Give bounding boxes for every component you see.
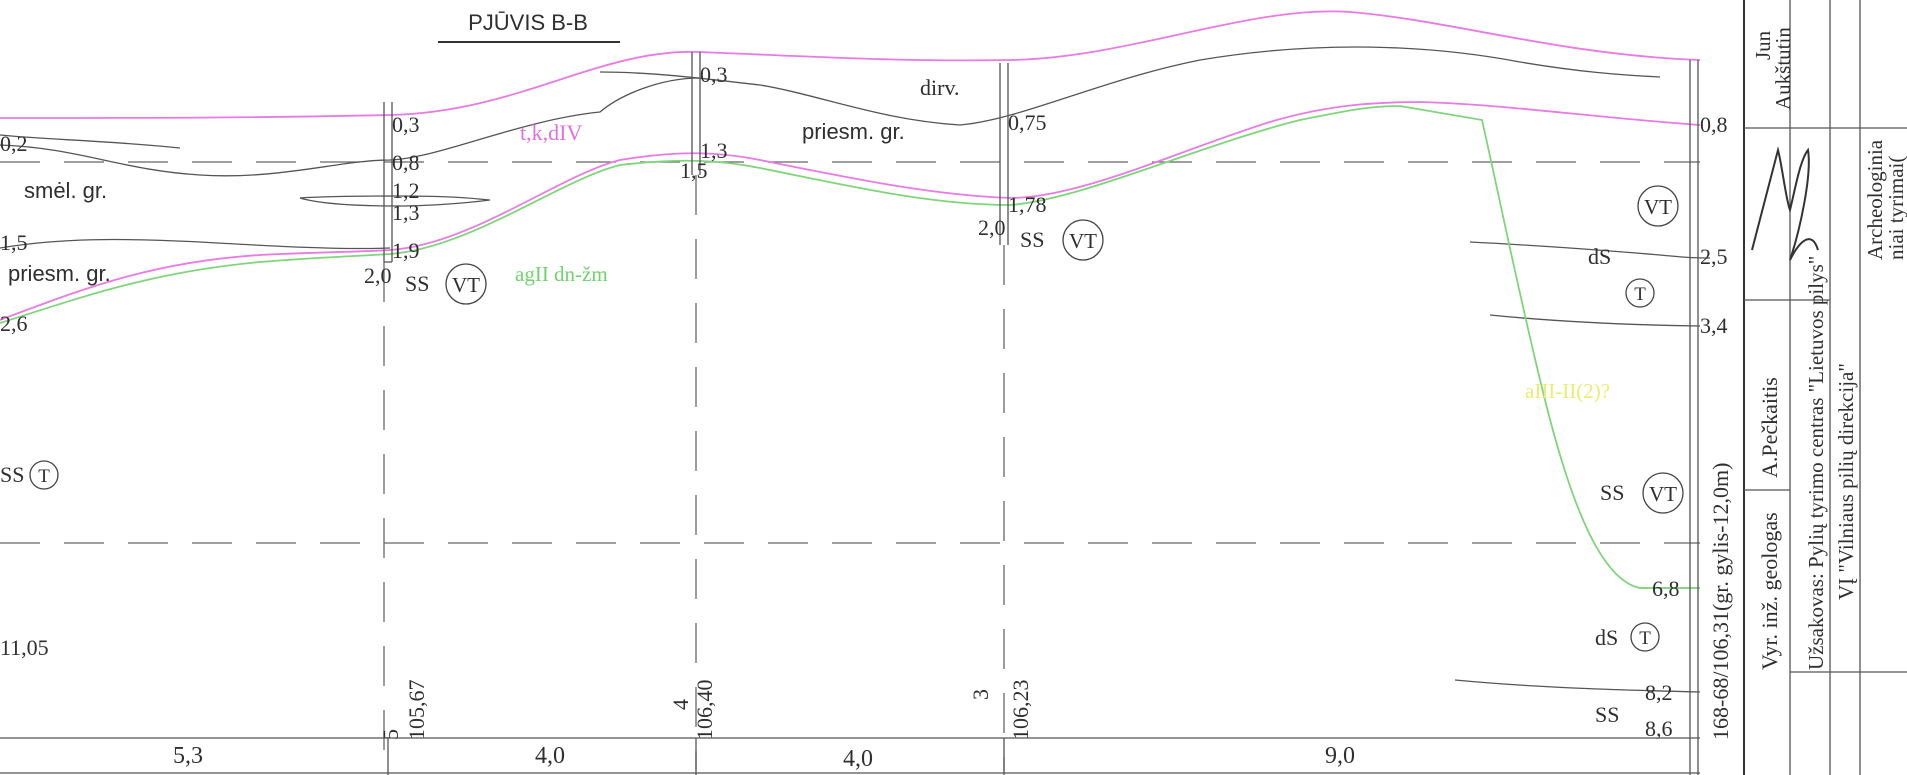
title-block-work-2: niai tyrimai( bbox=[1884, 156, 1907, 260]
layer-boundary-dirv bbox=[599, 46, 1661, 126]
b168-vt2-circle bbox=[1642, 472, 1684, 514]
left-depth-26: 2,6 bbox=[0, 311, 28, 336]
left-ss: SS bbox=[0, 462, 24, 487]
label-alll: aIII-II(2)? bbox=[1525, 379, 1610, 403]
borehole-5: 0,3 0,8 1,2 1,3 1,9 2,0 SS VT 5 105,67 bbox=[364, 102, 487, 770]
layer-boundary-upper bbox=[0, 77, 701, 177]
signature bbox=[1751, 146, 1819, 261]
distance-strip: 5,3 4,0 4,0 9,0 bbox=[0, 737, 1700, 775]
left-depth-15: 1,5 bbox=[0, 230, 28, 255]
b168-t2: T bbox=[1639, 628, 1651, 649]
b4-depth-13: 1,3 bbox=[700, 138, 728, 163]
b3-elevation: 106,23 bbox=[1008, 680, 1033, 741]
section-title: PJŪVIS B-B bbox=[468, 10, 588, 35]
distance-3: 4,0 bbox=[843, 746, 873, 772]
label-priesm-gr-left: priesm. gr. bbox=[8, 261, 111, 286]
title-block-work-1: Archeologinia bbox=[1863, 139, 1887, 260]
b168-ss: SS bbox=[1600, 480, 1624, 505]
b5-depth-19: 1,9 bbox=[392, 238, 420, 263]
b5-vt: VT bbox=[452, 273, 480, 297]
b168-vt1: VT bbox=[1644, 195, 1672, 219]
b4-elevation: 106,40 bbox=[692, 680, 717, 741]
b3-depth-178: 1,78 bbox=[1008, 192, 1047, 217]
b168-ds: dS bbox=[1588, 244, 1611, 269]
distance-2: 4,0 bbox=[535, 743, 565, 769]
b168-depth-86: 8,6 bbox=[1645, 716, 1673, 741]
b3-vt-circle bbox=[1062, 219, 1104, 261]
layer-boundary-02 bbox=[0, 134, 181, 149]
b168-depth-25: 2,5 bbox=[1700, 244, 1728, 269]
title-block-top-1: Jun bbox=[1751, 30, 1775, 60]
title-block-position: Vyr. inž. geologas bbox=[1757, 512, 1782, 670]
layer-boundary-25 bbox=[1469, 241, 1711, 259]
b168-ss2: SS bbox=[1595, 702, 1619, 727]
b168-vt2: VT bbox=[1649, 482, 1677, 506]
left-t-circle bbox=[29, 460, 59, 490]
b168-t2-circle bbox=[1630, 622, 1660, 652]
pink-interface-line bbox=[0, 101, 1701, 321]
title-block-top-2: Aukštutin bbox=[1771, 27, 1795, 110]
b3-depth-20: 2,0 bbox=[978, 215, 1006, 240]
b168-depth-82: 8,2 bbox=[1645, 680, 1673, 705]
b5-number: 5 bbox=[378, 729, 403, 740]
left-depth-1105: 11,05 bbox=[0, 635, 49, 660]
title-block-client-2: VĮ "Vilniaus pilių direkcija" bbox=[1834, 363, 1858, 600]
ground-surface-line bbox=[0, 10, 1701, 119]
distance-1: 5,3 bbox=[173, 743, 203, 769]
label-agll-dn-zm: agII dn-žm bbox=[515, 262, 608, 286]
b4-depth-03: 0,3 bbox=[700, 62, 728, 87]
b5-depth-08: 0,8 bbox=[392, 150, 420, 175]
label-dirv: dirv. bbox=[920, 75, 960, 100]
label-tkdiv: t,k,dIV bbox=[520, 120, 582, 145]
b168-label: 168-68/106,31(gr. gylis-12,0m) bbox=[1708, 463, 1733, 740]
left-depth-02: 0,2 bbox=[0, 131, 28, 156]
grid-dashed-lines bbox=[0, 161, 1700, 544]
b5-elevation: 105,67 bbox=[404, 680, 429, 741]
b5-depth-20: 2,0 bbox=[364, 263, 392, 288]
b4-depth-15: 1,5 bbox=[680, 158, 708, 183]
lens-smel bbox=[299, 195, 491, 207]
borehole-168-68: 0,8 2,5 3,4 6,8 8,2 8,6 VT dS T SS VT dS… bbox=[1588, 60, 1733, 775]
label-priesm-gr-mid: priesm. gr. bbox=[802, 119, 905, 144]
b5-depth-12: 1,2 bbox=[392, 178, 420, 203]
b168-depth-34: 3,4 bbox=[1700, 313, 1728, 338]
b168-ds2: dS bbox=[1595, 625, 1618, 650]
borehole-4: 0,3 1,3 1,5 4 106,40 bbox=[668, 52, 728, 770]
b3-number: 3 bbox=[968, 689, 993, 700]
distance-4: 9,0 bbox=[1325, 743, 1355, 769]
b5-ss: SS bbox=[405, 271, 429, 296]
b5-depth-03: 0,3 bbox=[392, 112, 420, 137]
b3-vt: VT bbox=[1069, 229, 1097, 253]
b5-depth-13: 1,3 bbox=[392, 200, 420, 225]
b168-depth-08: 0,8 bbox=[1700, 112, 1728, 137]
b3-ss: SS bbox=[1020, 227, 1044, 252]
title-block: Vyr. inž. geologas A.Pečkaitis Užsakovas… bbox=[1743, 0, 1907, 775]
label-smel-gr: smėl. gr. bbox=[24, 178, 107, 203]
layer-boundary-82 bbox=[1454, 679, 1701, 693]
b168-t1-circle bbox=[1625, 278, 1655, 308]
b168-vt1-circle bbox=[1637, 185, 1679, 227]
layer-boundary-15 bbox=[0, 238, 391, 250]
b4-number: 4 bbox=[668, 699, 693, 710]
b168-t1: T bbox=[1634, 284, 1646, 305]
b5-vt-circle bbox=[445, 263, 487, 305]
b168-depth-68: 6,8 bbox=[1652, 576, 1680, 601]
title-block-name: A.Pečkaitis bbox=[1757, 377, 1782, 478]
title-block-client-1: Užsakovas: Pylių tyrimo centras "Lietuvo… bbox=[1804, 256, 1828, 670]
layer-boundary-34 bbox=[1489, 314, 1701, 327]
b3-depth-075: 0,75 bbox=[1008, 110, 1047, 135]
green-interface-line bbox=[0, 105, 1700, 589]
borehole-3: 0,75 1,78 2,0 SS VT 3 106,23 bbox=[968, 63, 1104, 770]
left-t: T bbox=[38, 466, 50, 487]
